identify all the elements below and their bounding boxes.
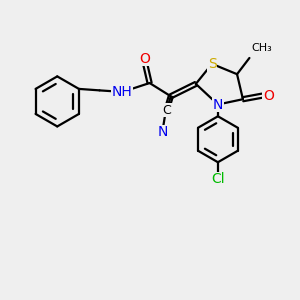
Text: CH₃: CH₃ <box>251 43 272 53</box>
Text: O: O <box>140 52 151 66</box>
Text: N: N <box>158 125 168 140</box>
Text: NH: NH <box>111 85 132 99</box>
Text: S: S <box>208 57 216 71</box>
Text: N: N <box>213 98 223 112</box>
Text: Cl: Cl <box>211 172 225 186</box>
Text: C: C <box>163 103 171 117</box>
Text: O: O <box>263 89 274 103</box>
